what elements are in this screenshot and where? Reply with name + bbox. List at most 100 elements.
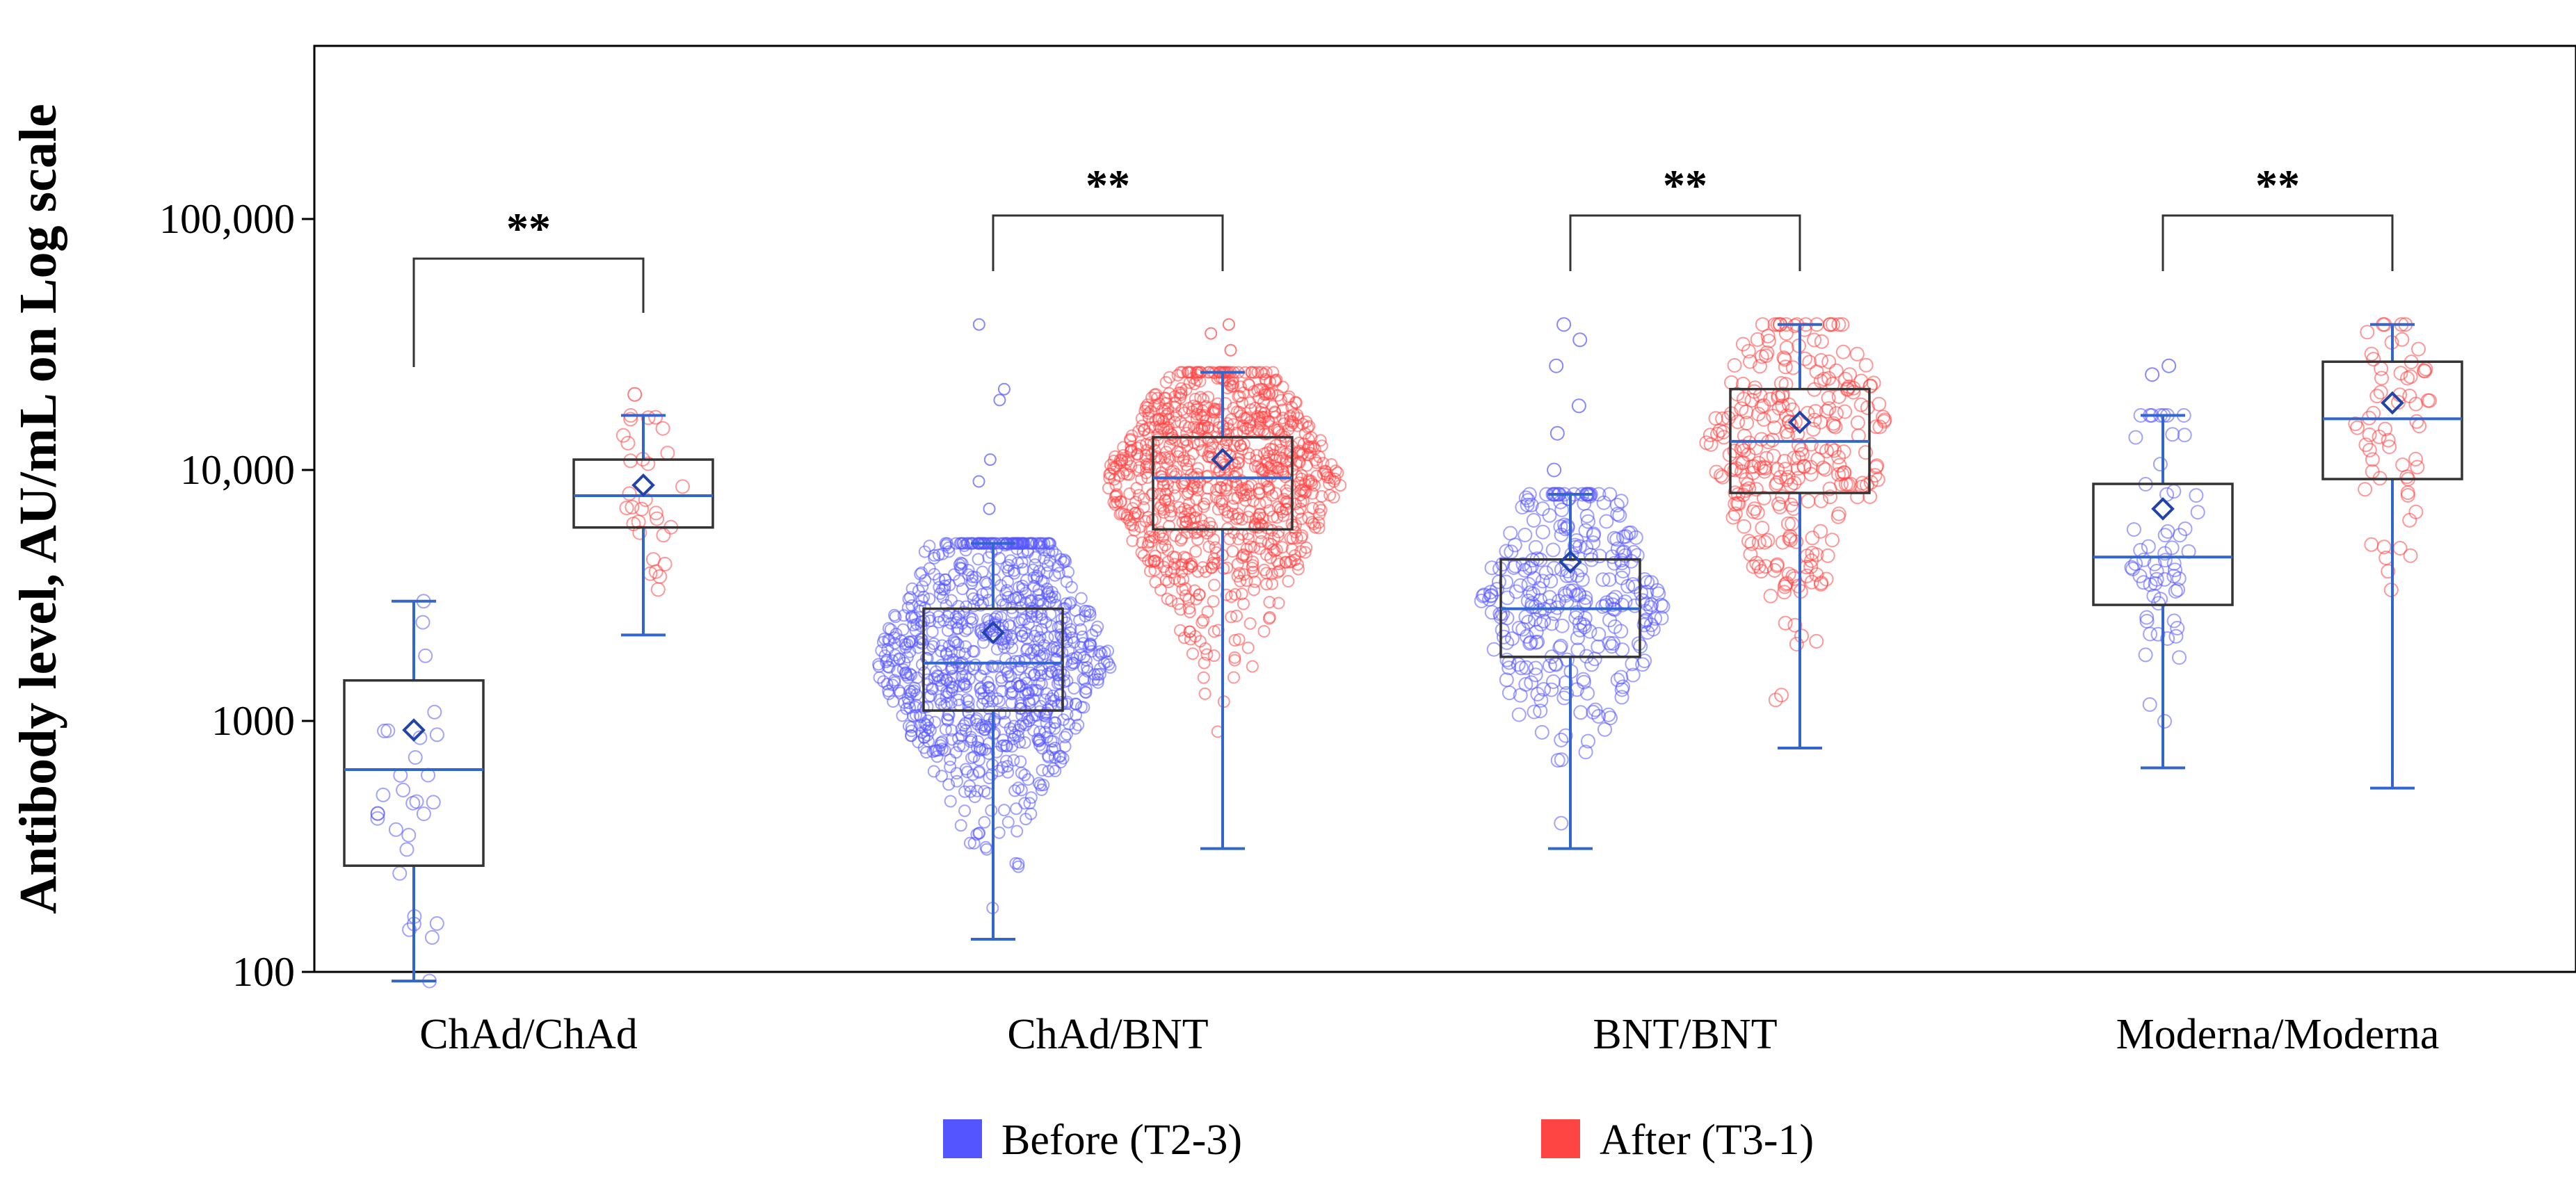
data-point-before — [1016, 579, 1029, 592]
data-point-after — [1143, 530, 1157, 543]
data-point-before — [889, 610, 902, 624]
data-point-after — [1148, 461, 1161, 474]
outlier-point-before — [1549, 425, 1565, 441]
data-point-after — [1259, 366, 1273, 379]
data-point-after — [1273, 565, 1286, 577]
data-point-after — [2358, 482, 2373, 497]
data-point-before — [1502, 660, 1517, 676]
data-point-after — [1774, 688, 1789, 703]
data-point-before — [1612, 508, 1627, 523]
data-point-after — [1149, 451, 1162, 464]
data-point-before — [1060, 655, 1073, 668]
data-point-before — [1588, 702, 1603, 717]
data-point-after — [1191, 438, 1205, 451]
data-point-before — [1499, 574, 1513, 590]
data-point-after — [1818, 462, 1833, 477]
data-point-after — [2382, 439, 2397, 455]
data-point-after — [1757, 535, 1773, 550]
data-point-after — [1189, 545, 1202, 558]
data-point-before — [1041, 631, 1054, 644]
x-category-label: ChAd/BNT — [1007, 1011, 1208, 1058]
data-point-after — [2410, 460, 2425, 475]
data-point-after — [1165, 594, 1178, 608]
data-point-after — [1298, 486, 1312, 499]
data-point-after — [1796, 458, 1812, 473]
data-point-before — [972, 827, 985, 840]
data-point-after — [1785, 360, 1801, 375]
data-point-after — [1203, 524, 1216, 537]
data-point-before — [944, 795, 957, 808]
data-point-before — [2177, 428, 2192, 443]
data-point-after — [1191, 421, 1204, 435]
data-point-before — [901, 638, 914, 651]
data-point-after — [1149, 414, 1162, 427]
data-point-after — [1142, 411, 1155, 424]
data-point-after — [615, 428, 631, 443]
data-point-after — [1246, 366, 1258, 379]
data-point-after — [1181, 462, 1194, 476]
data-point-after — [1728, 506, 1743, 521]
data-point-after — [1751, 535, 1766, 550]
data-point-before — [923, 592, 936, 606]
legend-swatch — [943, 1119, 982, 1158]
data-point-before — [938, 583, 951, 596]
data-point-before — [942, 778, 956, 791]
data-point-after — [1749, 555, 1764, 571]
data-point-after — [1164, 509, 1177, 522]
data-point-after — [1228, 651, 1241, 664]
data-point-after — [1191, 565, 1205, 578]
data-point-after — [1261, 428, 1274, 441]
data-point-before — [1001, 765, 1015, 779]
data-point-before — [1077, 701, 1090, 714]
data-point-before — [1511, 657, 1526, 672]
data-point-before — [1018, 736, 1031, 749]
data-point-before — [1530, 686, 1545, 701]
data-point-after — [1298, 427, 1312, 440]
data-point-before — [1595, 572, 1611, 587]
data-point-after — [1777, 579, 1792, 594]
data-point-before — [935, 639, 949, 652]
data-point-before — [1004, 687, 1017, 699]
data-point-after — [1237, 597, 1250, 610]
data-point-before — [408, 750, 423, 765]
data-point-before — [1027, 724, 1040, 737]
data-point-before — [922, 722, 935, 734]
data-point-before — [933, 581, 946, 594]
data-point-before — [1015, 784, 1028, 797]
data-point-after — [1277, 509, 1290, 522]
data-point-after — [1177, 551, 1191, 564]
data-point-before — [1024, 537, 1038, 550]
data-point-after — [1317, 457, 1330, 470]
data-point-before — [1627, 598, 1643, 613]
data-point-after — [1157, 506, 1170, 519]
data-point-after — [1109, 498, 1122, 511]
data-point-before — [882, 684, 895, 697]
data-point-after — [1300, 541, 1313, 554]
data-point-after — [1124, 445, 1137, 458]
data-point-before — [1049, 599, 1063, 612]
data-point-before — [1022, 617, 1035, 631]
data-point-before — [965, 733, 978, 747]
data-point-before — [965, 752, 978, 765]
data-point-before — [1602, 635, 1617, 651]
data-point-after — [1191, 533, 1204, 546]
outlier-point-after — [1205, 327, 1218, 340]
data-point-before — [1041, 559, 1054, 572]
data-point-after — [1257, 474, 1271, 487]
data-point-before — [1018, 653, 1031, 666]
data-point-before — [1010, 802, 1023, 815]
data-point-before — [1069, 722, 1082, 735]
data-point-before — [949, 537, 963, 550]
data-point-before — [908, 684, 921, 697]
data-point-after — [1175, 388, 1188, 401]
data-point-before — [1029, 558, 1042, 571]
data-point-after — [1221, 505, 1234, 519]
data-point-before — [996, 598, 1009, 611]
data-point-before — [1078, 674, 1091, 687]
box-iqr-after — [2321, 360, 2463, 480]
data-point-after — [1255, 410, 1269, 423]
data-point-after — [1813, 576, 1828, 592]
data-point-after — [1189, 630, 1202, 643]
data-point-after — [1138, 405, 1152, 418]
y-axis-label: Antibody level, AU/mL on Log scale — [9, 104, 67, 914]
